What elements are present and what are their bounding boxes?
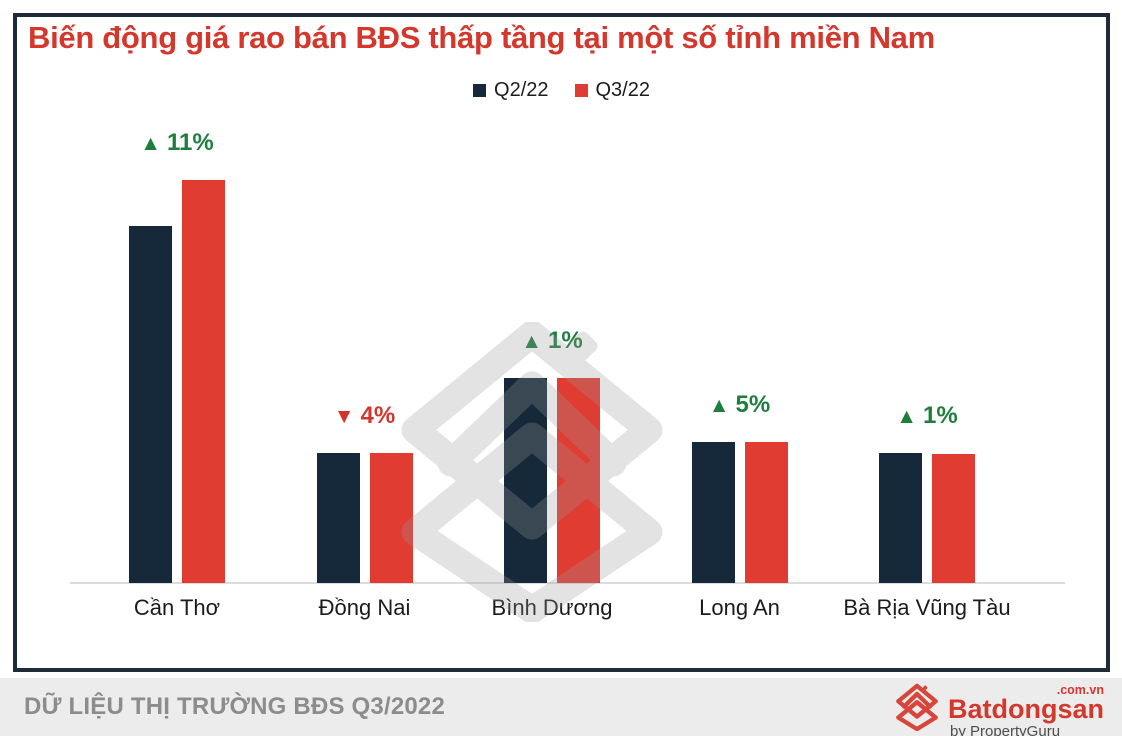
bar-q3-3 (557, 378, 600, 583)
logo-byline: by PropertyGuru (949, 722, 1061, 736)
logo-brand: Batdongsan (947, 693, 1104, 724)
bar-q2-4 (691, 442, 735, 583)
change-percent-text: 4% (360, 402, 396, 429)
change-label-2: ▼ 4% (245, 402, 485, 430)
bar-q3-2 (369, 453, 413, 583)
bar-q3-4 (744, 442, 788, 583)
change-percent-text: 1% (923, 402, 958, 429)
batdongsan-logo: .com.vn Batdongsan by PropertyGuru (892, 681, 1104, 736)
change-percent-text: 1% (548, 327, 583, 354)
change-label-5: ▲ 1% (807, 402, 1047, 430)
up-triangle-icon: ▲ (896, 405, 918, 428)
footer-source-label: DỮ LIỆU THỊ TRƯỜNG BĐS Q3/2022 (24, 693, 446, 720)
bar-q2-3 (504, 378, 547, 583)
legend-swatch-q2-22 (473, 84, 487, 97)
bar-q3-1 (182, 180, 225, 583)
change-label-4: ▲ 5% (620, 391, 860, 419)
change-label-3: ▲ 1% (432, 327, 672, 355)
legend: Q2/22 Q3/22 (17, 79, 1106, 102)
legend-swatch-q3-22 (574, 84, 588, 97)
legend-label-q3-22: Q3/22 (595, 79, 650, 101)
legend-label-q2-22: Q2/22 (494, 79, 549, 101)
change-percent-text: 5% (735, 391, 771, 418)
category-label-5: Bà Rịa Vũng Tàu (843, 595, 1011, 620)
bar-q3-5 (932, 454, 975, 583)
down-triangle-icon: ▼ (333, 405, 355, 428)
logo-domain: .com.vn (1056, 683, 1104, 697)
bar-q2-1 (129, 226, 172, 583)
legend-item-q2-22: Q2/22 (473, 79, 549, 102)
category-label-1: Cần Thơ (133, 595, 221, 620)
batdongsan-house-icon (896, 683, 938, 731)
category-label-3: Bình Dương (491, 595, 613, 620)
change-percent-text: 11% (167, 129, 214, 156)
x-axis-line (70, 582, 1065, 584)
up-triangle-icon: ▲ (708, 394, 730, 417)
logo-text: .com.vn Batdongsan by PropertyGuru (948, 674, 1104, 736)
bar-q2-2 (316, 453, 360, 583)
category-label-2: Đồng Nai (318, 595, 411, 620)
change-label-1: ▲ 11% (57, 129, 297, 157)
chart-title: Biến động giá rao bán BĐS thấp tầng tại … (28, 20, 935, 55)
bar-q2-5 (879, 453, 922, 583)
legend-item-q3-22: Q3/22 (574, 79, 650, 102)
footer: DỮ LIỆU THỊ TRƯỜNG BĐS Q3/2022 .com.vn B… (0, 678, 1122, 736)
category-label-4: Long An (699, 595, 780, 620)
up-triangle-icon: ▲ (140, 132, 162, 155)
up-triangle-icon: ▲ (521, 330, 543, 353)
